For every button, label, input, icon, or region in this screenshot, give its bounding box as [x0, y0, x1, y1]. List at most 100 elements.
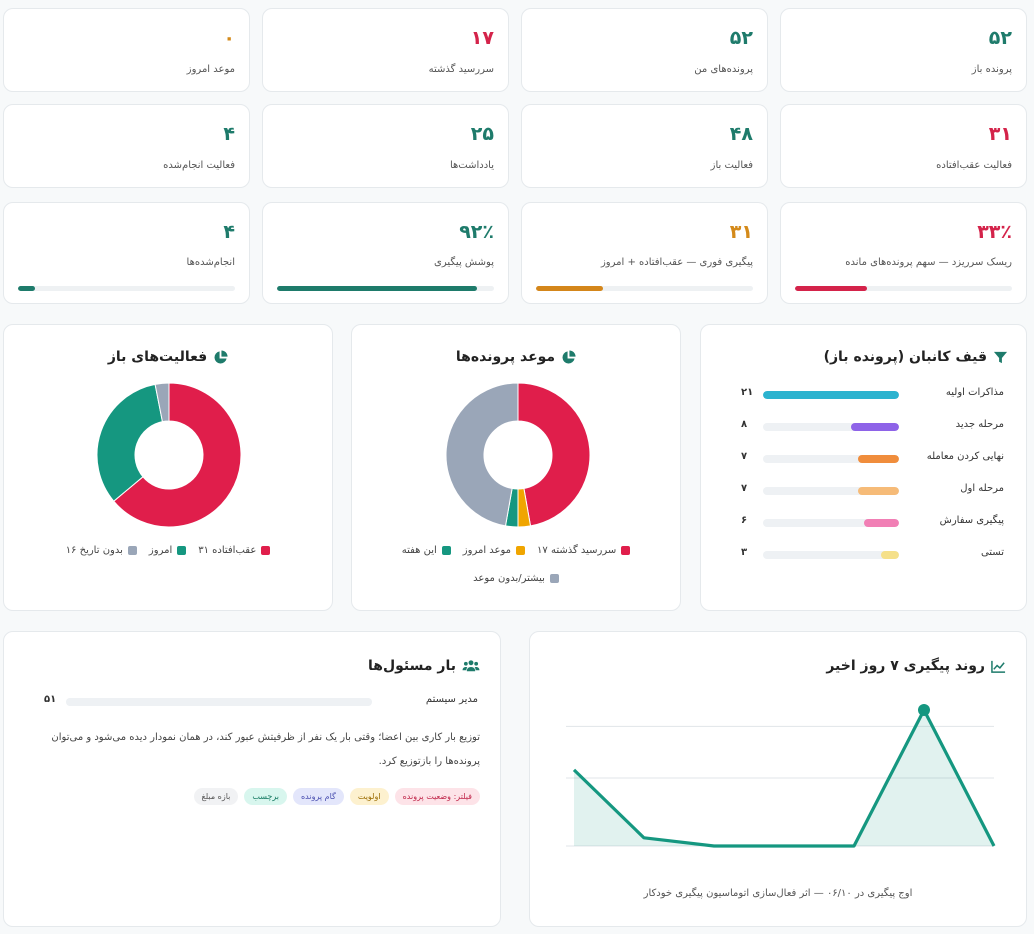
funnel-row: نهایی کردن معامله ۷ [741, 451, 1006, 467]
workload-row: مدیر سیستم ۵۱ [44, 694, 480, 710]
filter-chip[interactable]: بازه مبلغ [193, 788, 239, 805]
pie-chart-icon [214, 349, 228, 364]
stat-value: ۴ [223, 123, 235, 145]
funnel-fill [881, 551, 899, 559]
filter-chip[interactable]: گام پرونده [292, 788, 344, 805]
trend-area-chart [566, 704, 996, 848]
stat-label: ریسک سرریزد — سهم پرونده‌های مانده [845, 257, 1012, 268]
activities-slice-2 [154, 382, 170, 423]
chip-row: فیلتر: وضعیت پرونده اولویت گام پرونده برچسب… [193, 788, 480, 805]
funnel-track [763, 519, 899, 527]
funnel-fill [858, 487, 899, 495]
progress-fill [277, 286, 477, 291]
funnel-row: مرحله اول ۷ [741, 483, 1006, 499]
funnel-fill [858, 455, 899, 463]
funnel-track [763, 391, 899, 399]
stat-value: ۹۲٪ [459, 221, 494, 243]
filter-icon [993, 351, 1008, 363]
trend-caption: اوج پیگیری در ۰۶/۱۰ — اثر فعال‌سازی اتوم… [643, 888, 913, 899]
deadline-chart-title: موعد پرونده‌ها [455, 349, 556, 365]
funnel-fill [863, 519, 899, 527]
workload-user-label: مدیر سیستم [425, 694, 478, 705]
stat-value: ۲۵ [470, 123, 494, 145]
stat-card-done-activities: ۴ فعالیت انجام‌شده [3, 104, 250, 188]
funnel-row: مذاکرات اولیه ۲۱ [741, 387, 1006, 403]
line-chart-icon [991, 660, 1006, 673]
funnel-row-label: نهایی کردن معامله [926, 451, 1004, 462]
funnel-track [763, 487, 899, 495]
filter-chip[interactable]: برچسب [244, 788, 287, 805]
legend-label: موعد امروز [462, 545, 512, 556]
activities-slice-0 [113, 382, 242, 528]
stat-label: پیگیری فوری — عقب‌افتاده + امروز [600, 257, 753, 268]
legend-label: این هفته [401, 545, 437, 556]
activities-chart-card: فعالیت‌های باز عقب‌افتاده ۳۱ امروز بدون … [3, 324, 333, 611]
deadline-slice-3 [445, 382, 519, 527]
funnel-fill [763, 391, 899, 399]
stat-card-my-cases: ۵۲ پرونده‌های من [521, 8, 768, 92]
progress-bar [536, 286, 753, 291]
stat-card-notes: ۲۵ یادداشت‌ها [262, 104, 509, 188]
funnel-row: مرحله جدید ۸ [741, 419, 1006, 435]
funnel-row-value: ۷ [741, 451, 748, 462]
funnel-row-value: ۲۱ [741, 387, 754, 398]
legend-swatch [621, 546, 631, 555]
funnel-row: پیگیری سفارش ۶ [741, 515, 1006, 531]
stat-value: ۳۳٪ [977, 221, 1012, 243]
deadline-slice-0 [517, 382, 591, 527]
filter-chip[interactable]: اولویت [349, 788, 389, 805]
funnel-track [763, 551, 899, 559]
workload-track [66, 698, 372, 706]
stat-label: فعالیت عقب‌افتاده [936, 160, 1012, 171]
progress-bar [277, 286, 494, 291]
deadline-legend: سررسید گذشته ۱۷ موعد امروز این هفته [352, 545, 680, 556]
stat-card-late-activities: ۳۱ فعالیت عقب‌افتاده [780, 104, 1027, 188]
activities-chart-title: فعالیت‌های باز [107, 349, 208, 365]
funnel-row-value: ۸ [741, 419, 748, 430]
funnel-track [763, 455, 899, 463]
workload-fill [66, 698, 372, 706]
deadline-legend-2: بیشتر/بدون موعد [352, 573, 680, 584]
legend-swatch [127, 546, 137, 555]
stat-value: ۰ [223, 27, 235, 49]
legend-label: عقب‌افتاده ۳۱ [198, 545, 257, 556]
funnel-row-value: ۶ [741, 515, 748, 526]
legend-swatch [261, 546, 271, 555]
stat-value: ۳۱ [729, 221, 753, 243]
funnel-row-label: پیگیری سفارش [939, 515, 1004, 526]
trend-area [574, 710, 994, 846]
legend-item: امروز [148, 545, 187, 556]
trend-peak-point[interactable] [918, 704, 930, 716]
activities-legend: عقب‌افتاده ۳۱ امروز بدون تاریخ ۱۶ [4, 545, 332, 556]
legend-label: امروز [148, 545, 173, 556]
legend-item: بیشتر/بدون موعد [473, 573, 559, 584]
progress-card-risk: ۳۳٪ ریسک سرریزد — سهم پرونده‌های مانده [780, 202, 1027, 304]
legend-label: بیشتر/بدون موعد [473, 573, 545, 584]
legend-label: بدون تاریخ ۱۶ [65, 545, 123, 556]
progress-fill [18, 286, 36, 291]
progress-card-coverage: ۹۲٪ پوشش پیگیری [262, 202, 509, 304]
legend-swatch [441, 546, 451, 555]
funnel-card: قیف کانبان (پرونده باز) مذاکرات اولیه ۲۱ م… [700, 324, 1027, 611]
filter-chip[interactable]: فیلتر: وضعیت پرونده [394, 788, 480, 805]
funnel-row-label: مرحله جدید [955, 419, 1004, 430]
stat-label: پرونده باز [971, 64, 1012, 75]
stat-label: انجام‌شده‌ها [186, 257, 235, 268]
stat-value: ۴۸ [729, 123, 753, 145]
funnel-fill [851, 423, 899, 431]
stat-label: فعالیت انجام‌شده [163, 160, 235, 171]
workload-description: توزیع بار کاری بین اعضا؛ وقتی بار یک نفر… [51, 732, 480, 767]
activities-donut-chart [96, 382, 242, 528]
stat-label: پوشش پیگیری [434, 257, 494, 268]
legend-item: بدون تاریخ ۱۶ [66, 545, 137, 556]
stat-value: ۳۱ [988, 123, 1012, 145]
legend-swatch [177, 546, 187, 555]
pie-chart-icon [562, 349, 576, 364]
stat-value: ۱۷ [470, 27, 494, 49]
stat-label: موعد امروز [186, 64, 235, 75]
stat-value: ۵۲ [988, 27, 1012, 49]
activities-slice-1 [96, 383, 164, 502]
stat-label: فعالیت باز [710, 160, 753, 171]
trend-title: روند پیگیری ۷ روز اخیر [826, 658, 985, 674]
legend-item: سررسید گذشته ۱۷ [537, 545, 631, 556]
